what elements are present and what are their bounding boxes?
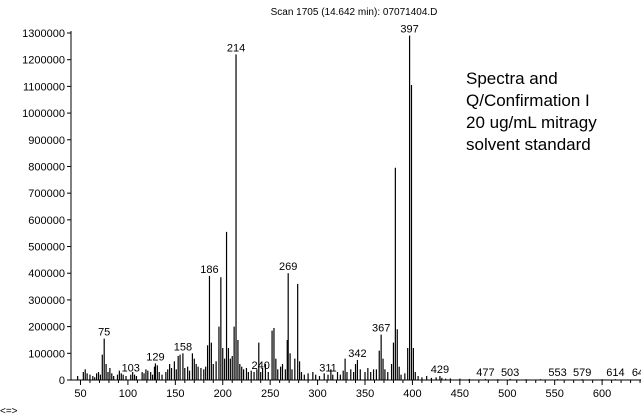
peak-label: 186 bbox=[200, 264, 218, 276]
y-tick-label: 100000 bbox=[28, 348, 65, 360]
peak-label: 269 bbox=[279, 261, 297, 273]
y-tick-label: 0 bbox=[59, 375, 65, 387]
x-tick-label: 150 bbox=[166, 388, 184, 400]
y-tick-label: 1300000 bbox=[22, 28, 65, 40]
x-tick-label: 100 bbox=[119, 388, 137, 400]
x-tick-label: 300 bbox=[308, 388, 326, 400]
x-tick-label: 50 bbox=[74, 388, 86, 400]
peak-label: 129 bbox=[146, 351, 164, 363]
peak-label: 579 bbox=[573, 367, 591, 379]
annotation-line: 20 ug/mL mitragy bbox=[466, 113, 597, 132]
y-tick-label: 200000 bbox=[28, 322, 65, 334]
x-tick-label: 550 bbox=[546, 388, 564, 400]
x-tick-label: 500 bbox=[498, 388, 516, 400]
annotation-text: Spectra and Q/Confirmation I 20 ug/mL mi… bbox=[466, 68, 641, 156]
bottom-left-marker: <=> bbox=[0, 406, 18, 416]
y-tick-label: 1000000 bbox=[22, 108, 65, 120]
peak-label: 214 bbox=[227, 42, 245, 54]
peak-label: 103 bbox=[122, 363, 140, 375]
peak-label: 240 bbox=[252, 360, 270, 372]
annotation-line: solvent standard bbox=[466, 135, 591, 154]
peak-label: 311 bbox=[319, 363, 337, 375]
peak-label: 367 bbox=[372, 323, 390, 335]
spectrum-peaks bbox=[77, 35, 641, 380]
peak-labels: 75 103 129 158 186 214 240 269 311 342 367 397 429 47… bbox=[98, 24, 641, 380]
x-tick-label: 350 bbox=[356, 388, 374, 400]
peak-label: 429 bbox=[431, 364, 449, 376]
y-tick-label: 900000 bbox=[28, 135, 65, 147]
peak-label: 477 bbox=[476, 367, 494, 379]
x-tick-label: 600 bbox=[593, 388, 611, 400]
x-tick-label: 200 bbox=[214, 388, 232, 400]
y-tick-label: 800000 bbox=[28, 161, 65, 173]
peak-label: 503 bbox=[501, 367, 519, 379]
y-tick-label: 300000 bbox=[28, 295, 65, 307]
y-axis: 0 100000 200000 300000 400000 500000 600000 700… bbox=[22, 28, 72, 387]
chart-title: Scan 1705 (14.642 min): 07071404.D bbox=[271, 7, 438, 18]
y-tick-label: 500000 bbox=[28, 242, 65, 254]
annotation-line: Q/Confirmation I bbox=[466, 91, 590, 110]
peak-label: 342 bbox=[348, 348, 366, 360]
annotation-line: Spectra and bbox=[466, 69, 558, 88]
peak-label: 75 bbox=[98, 327, 110, 339]
x-tick-label: 450 bbox=[451, 388, 469, 400]
x-tick-label: 400 bbox=[403, 388, 421, 400]
y-tick-label: 400000 bbox=[28, 268, 65, 280]
x-tick-label: 250 bbox=[261, 388, 279, 400]
y-tick-label: 700000 bbox=[28, 188, 65, 200]
peak-label: 614 bbox=[606, 367, 624, 379]
peak-label: 397 bbox=[400, 24, 418, 36]
y-tick-label: 600000 bbox=[28, 215, 65, 227]
peak-label: 158 bbox=[174, 341, 192, 353]
x-axis: 50 100 150 200 250 300 350 400 450 500 550 600 bbox=[71, 379, 641, 400]
y-tick-label: 1200000 bbox=[22, 55, 65, 67]
peak-label: 641 bbox=[632, 367, 641, 379]
peak-label: 553 bbox=[548, 367, 566, 379]
y-tick-label: 1100000 bbox=[23, 81, 65, 93]
